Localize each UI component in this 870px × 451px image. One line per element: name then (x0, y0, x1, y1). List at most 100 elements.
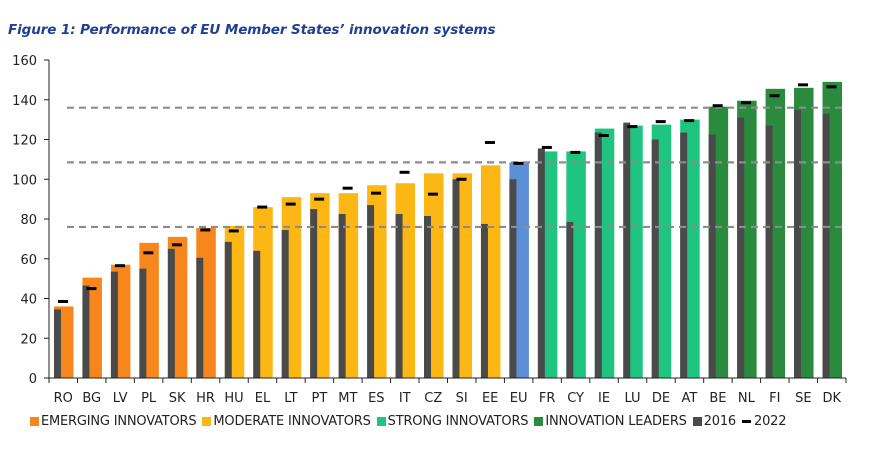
legend-label: 2022 (754, 414, 787, 429)
legend-swatch-icon (202, 417, 212, 426)
x-tick-label: DK (822, 391, 841, 406)
bar-2016-it (395, 214, 403, 378)
bar-2016-ro (53, 309, 61, 378)
bar-2016-si (452, 179, 460, 378)
legend-item: MODERATE INNOVATORS (202, 414, 371, 429)
legend-label: EMERGING INNOVATORS (41, 414, 197, 429)
legend-swatch-icon (376, 417, 386, 426)
y-tick-label: 100 (12, 173, 37, 188)
x-tick-label: CY (567, 391, 584, 406)
bar-2016-eu (509, 179, 517, 378)
marker-2022-lv (114, 264, 125, 268)
y-tick-label: 40 (20, 293, 37, 308)
marker-2022-lu (627, 125, 638, 129)
y-tick-label: 160 (12, 54, 37, 69)
legend: EMERGING INNOVATORS MODERATE INNOVATORS ST… (30, 414, 792, 429)
marker-2022-dk (826, 85, 837, 89)
x-tick-label: RO (54, 391, 73, 406)
bar-2016-bg (82, 285, 90, 378)
marker-2022-pl (143, 251, 154, 255)
bar-2016-hu (224, 241, 232, 378)
y-tick-label: 140 (12, 94, 37, 109)
bar-2016-fi (765, 125, 773, 379)
bar-2016-se (794, 109, 802, 378)
x-tick-label: SE (795, 391, 811, 406)
marker-2022-at (684, 119, 695, 123)
x-tick-label: IT (399, 391, 411, 406)
x-tick-label: IE (598, 391, 610, 406)
bar-2016-ie (594, 132, 602, 378)
marker-2022-si (456, 177, 467, 181)
marker-2022-it (399, 170, 410, 174)
bar-2016-dk (822, 113, 830, 378)
legend-item: 2022 (742, 414, 786, 429)
legend-item: EMERGING INNOVATORS (30, 414, 197, 429)
legend-label: STRONG INNOVATORS (387, 414, 529, 429)
y-tick-label: 20 (20, 332, 37, 347)
x-tick-label: EL (255, 391, 271, 406)
x-tick-label: CZ (424, 391, 442, 406)
bar-2016-sk (167, 248, 175, 378)
bar-2016-es (367, 205, 375, 378)
bar-2016-pt (310, 209, 318, 378)
bar-2016-cy (566, 221, 574, 378)
legend-label: INNOVATION LEADERS (545, 414, 687, 429)
x-tick-label: FR (539, 391, 556, 406)
bar-2016-be (708, 134, 716, 378)
bar-2016-nl (737, 117, 745, 378)
legend-label: 2016 (703, 414, 736, 429)
marker-2022-ee (484, 140, 495, 144)
marker-2022-cy (570, 150, 581, 154)
marker-2022-hr (200, 228, 211, 232)
x-tick-label: LT (284, 391, 297, 406)
x-tick-label: DE (652, 391, 670, 406)
legend-swatch-icon (534, 417, 544, 426)
x-tick-label: SI (456, 391, 468, 406)
bar-2016-ee (480, 223, 488, 378)
y-tick-label: 120 (12, 134, 37, 149)
marker-2022-hu (228, 229, 239, 233)
x-tick-label: BG (82, 391, 101, 406)
bar-2016-de (651, 139, 659, 378)
marker-2022-el (257, 205, 268, 209)
bar-chart: 0 20 40 60 80 100 120 140 160 RO BG LV PL SK HR HU EL LT P… (12, 54, 847, 406)
x-tick-label: PL (141, 391, 157, 406)
x-tick-label: NL (738, 391, 756, 406)
legend-item: STRONG INNOVATORS (376, 414, 529, 429)
x-tick-label: EU (510, 391, 528, 406)
bar-2016-mt (338, 214, 346, 378)
x-tick-label: PT (312, 391, 328, 406)
marker-2022-be (712, 104, 723, 108)
marker-2022-se (798, 83, 809, 87)
x-tick-label: HU (224, 391, 243, 406)
marker-2022-fr (541, 145, 552, 149)
marker-2022-pt (314, 197, 325, 201)
x-tick-label: ES (368, 391, 384, 406)
y-tick-label: 0 (29, 372, 37, 387)
marker-2022-bg (86, 287, 97, 291)
marker-2022-nl (741, 101, 752, 105)
x-tick-label: LU (624, 391, 640, 406)
x-tick-label: BE (709, 391, 726, 406)
marker-2022-fi (769, 94, 780, 98)
figure-title: Figure 1: Performance of EU Member State… (8, 22, 496, 38)
marker-2022-eu (513, 161, 524, 165)
marker-2022-ie (598, 134, 609, 138)
legend-swatch-icon (692, 417, 702, 426)
bar-2016-at (680, 132, 688, 378)
x-tick-label: LV (113, 391, 128, 406)
legend-swatch-icon (30, 417, 39, 426)
x-tick-label: EE (482, 391, 498, 406)
bar-2016-lv (110, 271, 118, 378)
marker-2022-mt (342, 186, 353, 190)
x-tick-label: HR (196, 391, 215, 406)
y-tick-label: 60 (20, 253, 37, 268)
legend-dash-icon (742, 420, 751, 423)
x-tick-label: AT (682, 391, 698, 406)
legend-item: 2016 (692, 414, 736, 429)
bar-2016-fr (537, 148, 545, 378)
legend-item: INNOVATION LEADERS (534, 414, 687, 429)
x-tick-label: SK (169, 391, 186, 406)
marker-2022-lt (285, 202, 296, 206)
x-tick-label: FI (769, 391, 780, 406)
